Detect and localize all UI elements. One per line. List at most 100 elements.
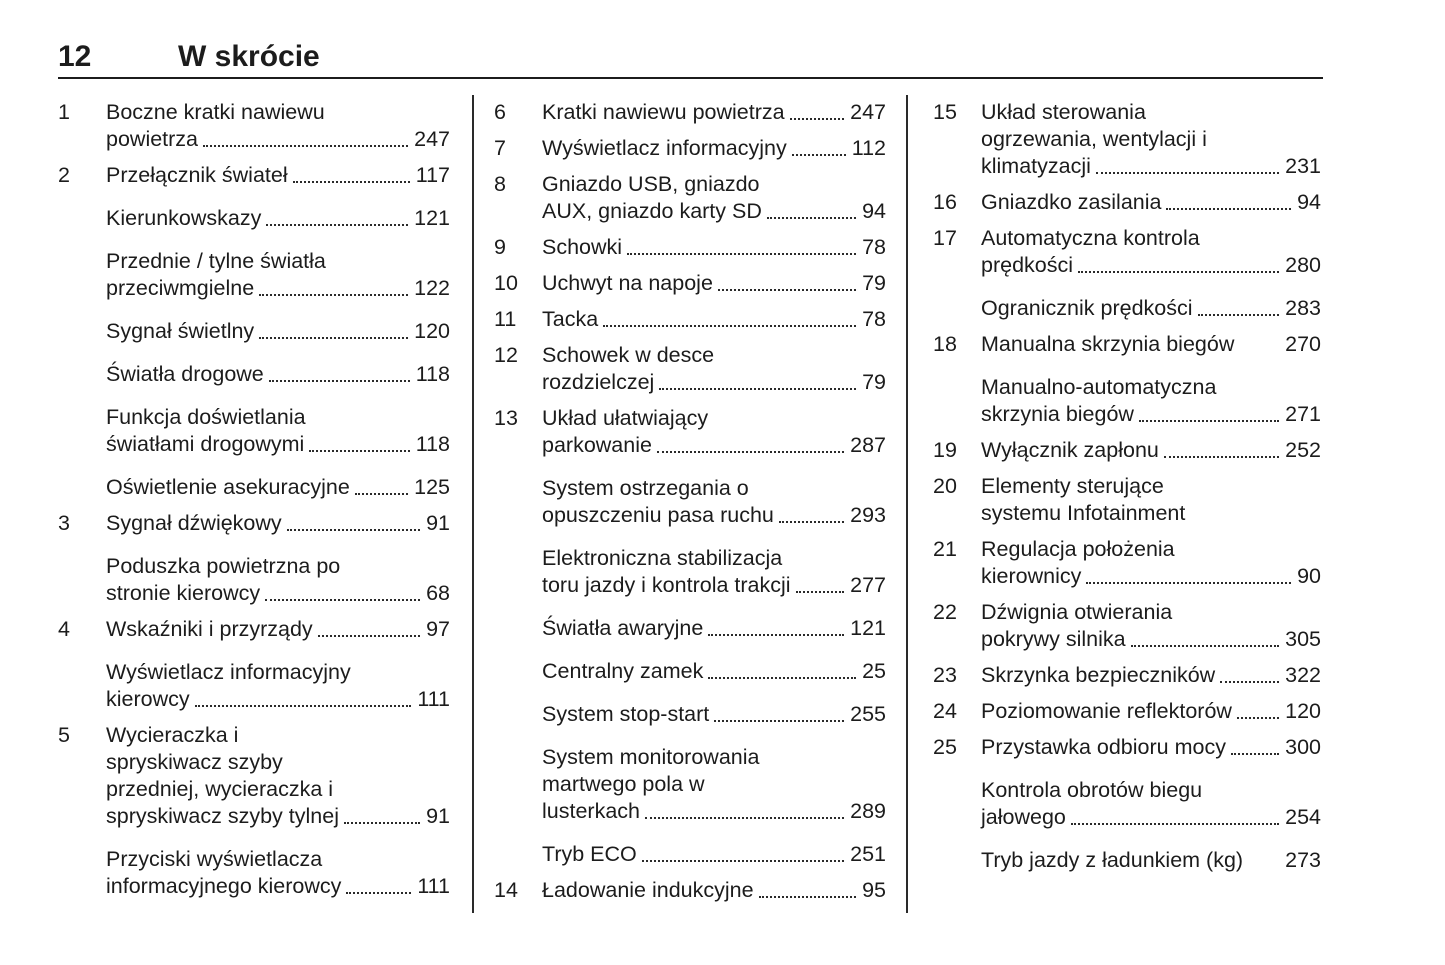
entry-page-number: 231	[1285, 154, 1321, 178]
toc-entry: System monitorowania martwego pola w luste…	[494, 744, 886, 825]
entry-last-line: rozdzielczej 79	[542, 369, 886, 396]
entry-page-number: 289	[850, 799, 886, 823]
toc-entry: 22 Dźwignia otwierania pokrywy silnika 305	[933, 599, 1321, 653]
entry-last-line: Centralny zamek 25	[542, 658, 886, 685]
entry-page-number: 111	[417, 874, 450, 898]
entry-body: Wyłącznik zapłonu 252	[981, 437, 1321, 464]
dot-leader	[1095, 172, 1280, 174]
entry-page-number: 251	[850, 842, 886, 866]
toc-entry: System ostrzegania o opuszczeniu pasa ruc…	[494, 475, 886, 529]
entry-label: Wskaźniki i przyrządy	[106, 617, 313, 641]
toc-entry: Oświetlenie asekuracyjne 125	[58, 474, 450, 501]
entry-label: lusterkach	[542, 799, 640, 823]
page-number: 12	[58, 40, 92, 73]
entry-label: Centralny zamek	[542, 659, 704, 683]
entry-number: 9	[494, 235, 506, 259]
toc-entry: 8 Gniazdo USB, gniazdo AUX, gniazdo karty …	[494, 171, 886, 225]
entry-label: informacyjnego kierowcy	[106, 874, 342, 898]
entry-body: Funkcja doświetlania światłami drogowymi 1…	[106, 404, 450, 458]
entry-body: Przednie / tylne światła przeciwmgielne 12…	[106, 248, 450, 302]
dot-leader	[268, 380, 410, 382]
entry-last-line: System stop-start 255	[542, 701, 886, 728]
header-rule	[58, 77, 1323, 79]
entry-page-number: 255	[850, 702, 886, 726]
entry-label: Kratki nawiewu powietrza	[542, 100, 785, 124]
entry-page-number: 112	[851, 136, 886, 160]
entry-body: Kierunkowskazy 121	[106, 205, 450, 232]
entry-last-line: jałowego 254	[981, 804, 1321, 831]
entry-last-line: Wyświetlacz informacyjny 112	[542, 135, 886, 162]
entry-last-line: klimatyzacji 231	[981, 153, 1321, 180]
toc-entry: Kierunkowskazy 121	[58, 205, 450, 232]
entry-page-number: 120	[414, 319, 450, 343]
entry-last-line: powietrza 247	[106, 126, 450, 153]
entry-label: Wycieraczka i	[106, 723, 239, 747]
entry-body: Skrzynka bezpieczników 322	[981, 662, 1321, 689]
entry-number: 21	[933, 537, 957, 561]
entry-number: 22	[933, 600, 957, 624]
dot-leader	[641, 860, 845, 862]
entry-label: ogrzewania, wentylacji i	[981, 127, 1207, 151]
entry-page-number: 117	[415, 163, 450, 187]
entry-page-number: 122	[414, 276, 450, 300]
entry-number: 5	[58, 723, 70, 747]
entry-page-number: 322	[1285, 663, 1321, 687]
entry-last-line: Przełącznik świateł 117	[106, 162, 450, 189]
entry-label: światłami drogowymi	[106, 432, 305, 456]
entry-body: Kratki nawiewu powietrza 247	[542, 99, 886, 126]
toc-entry: Tryb ECO 251	[494, 841, 886, 868]
entry-last-line: Oświetlenie asekuracyjne 125	[106, 474, 450, 501]
entry-number	[58, 404, 106, 458]
entry-page-number: 271	[1285, 402, 1321, 426]
toc-entry: 2 Przełącznik świateł 117	[58, 162, 450, 189]
dot-leader	[286, 529, 421, 531]
entry-number	[933, 777, 981, 831]
dot-leader	[708, 634, 845, 636]
entry-label: Wyświetlacz informacyjny	[106, 660, 351, 684]
entry-number	[58, 553, 106, 607]
toc-entry: Sygnał świetlny 120	[58, 318, 450, 345]
entry-page-number: 78	[862, 307, 886, 331]
entry-label: skrzynia biegów	[981, 402, 1134, 426]
toc-column-1: 1 Boczne kratki nawiewu powietrza 247 2 Przeł…	[58, 99, 450, 900]
entry-label: Przednie / tylne światła	[106, 249, 326, 273]
dot-leader	[343, 822, 421, 824]
toc-entry: 7 Wyświetlacz informacyjny 112	[494, 135, 886, 162]
entry-page-number: 94	[862, 199, 886, 223]
dot-leader	[266, 224, 409, 226]
entry-page-number: 300	[1285, 735, 1321, 759]
entry-body: Elementy sterujące systemu Infotainment	[981, 473, 1321, 527]
entry-number: 8	[494, 172, 506, 196]
entry-label: Światła drogowe	[106, 362, 264, 386]
entry-last-line: stronie kierowcy 68	[106, 580, 450, 607]
entry-label: AUX, gniazdo karty SD	[542, 199, 762, 223]
entry-body: Schowek w desce rozdzielczej 79	[542, 342, 886, 396]
entry-page-number: 254	[1285, 805, 1321, 829]
entry-number	[494, 658, 542, 685]
entry-number: 3	[58, 511, 70, 535]
entry-body: Poduszka powietrzna po stronie kierowcy 68	[106, 553, 450, 607]
toc-entry: 17 Automatyczna kontrola prędkości 280	[933, 225, 1321, 279]
toc-entry: 13 Układ ułatwiający parkowanie 287	[494, 405, 886, 459]
entry-page-number: 125	[414, 475, 450, 499]
entry-body: System stop-start 255	[542, 701, 886, 728]
entry-last-line: Gniazdko zasilania 94	[981, 189, 1321, 216]
toc-column-2: 6 Kratki nawiewu powietrza 247 7 Wyświetlacz…	[494, 99, 886, 904]
dot-leader	[194, 705, 412, 707]
entry-body: Regulacja położenia kierownicy 90	[981, 536, 1321, 590]
entry-last-line: przeciwmgielne 122	[106, 275, 450, 302]
entry-last-line: Sygnał świetlny 120	[106, 318, 450, 345]
entry-body: Tryb jazdy z ładunkiem (kg) 273	[981, 847, 1321, 874]
entry-number: 4	[58, 617, 70, 641]
entry-number	[494, 841, 542, 868]
dot-leader	[714, 720, 845, 722]
entry-last-line: Kierunkowskazy 121	[106, 205, 450, 232]
entry-label: przeciwmgielne	[106, 276, 255, 300]
toc-entry: 14 Ładowanie indukcyjne 95	[494, 877, 886, 904]
page-title: W skrócie	[178, 40, 320, 73]
entry-label: kierownicy	[981, 564, 1082, 588]
dot-leader	[1070, 823, 1280, 825]
entry-page-number: 247	[414, 127, 450, 151]
entry-label: prędkości	[981, 253, 1074, 277]
